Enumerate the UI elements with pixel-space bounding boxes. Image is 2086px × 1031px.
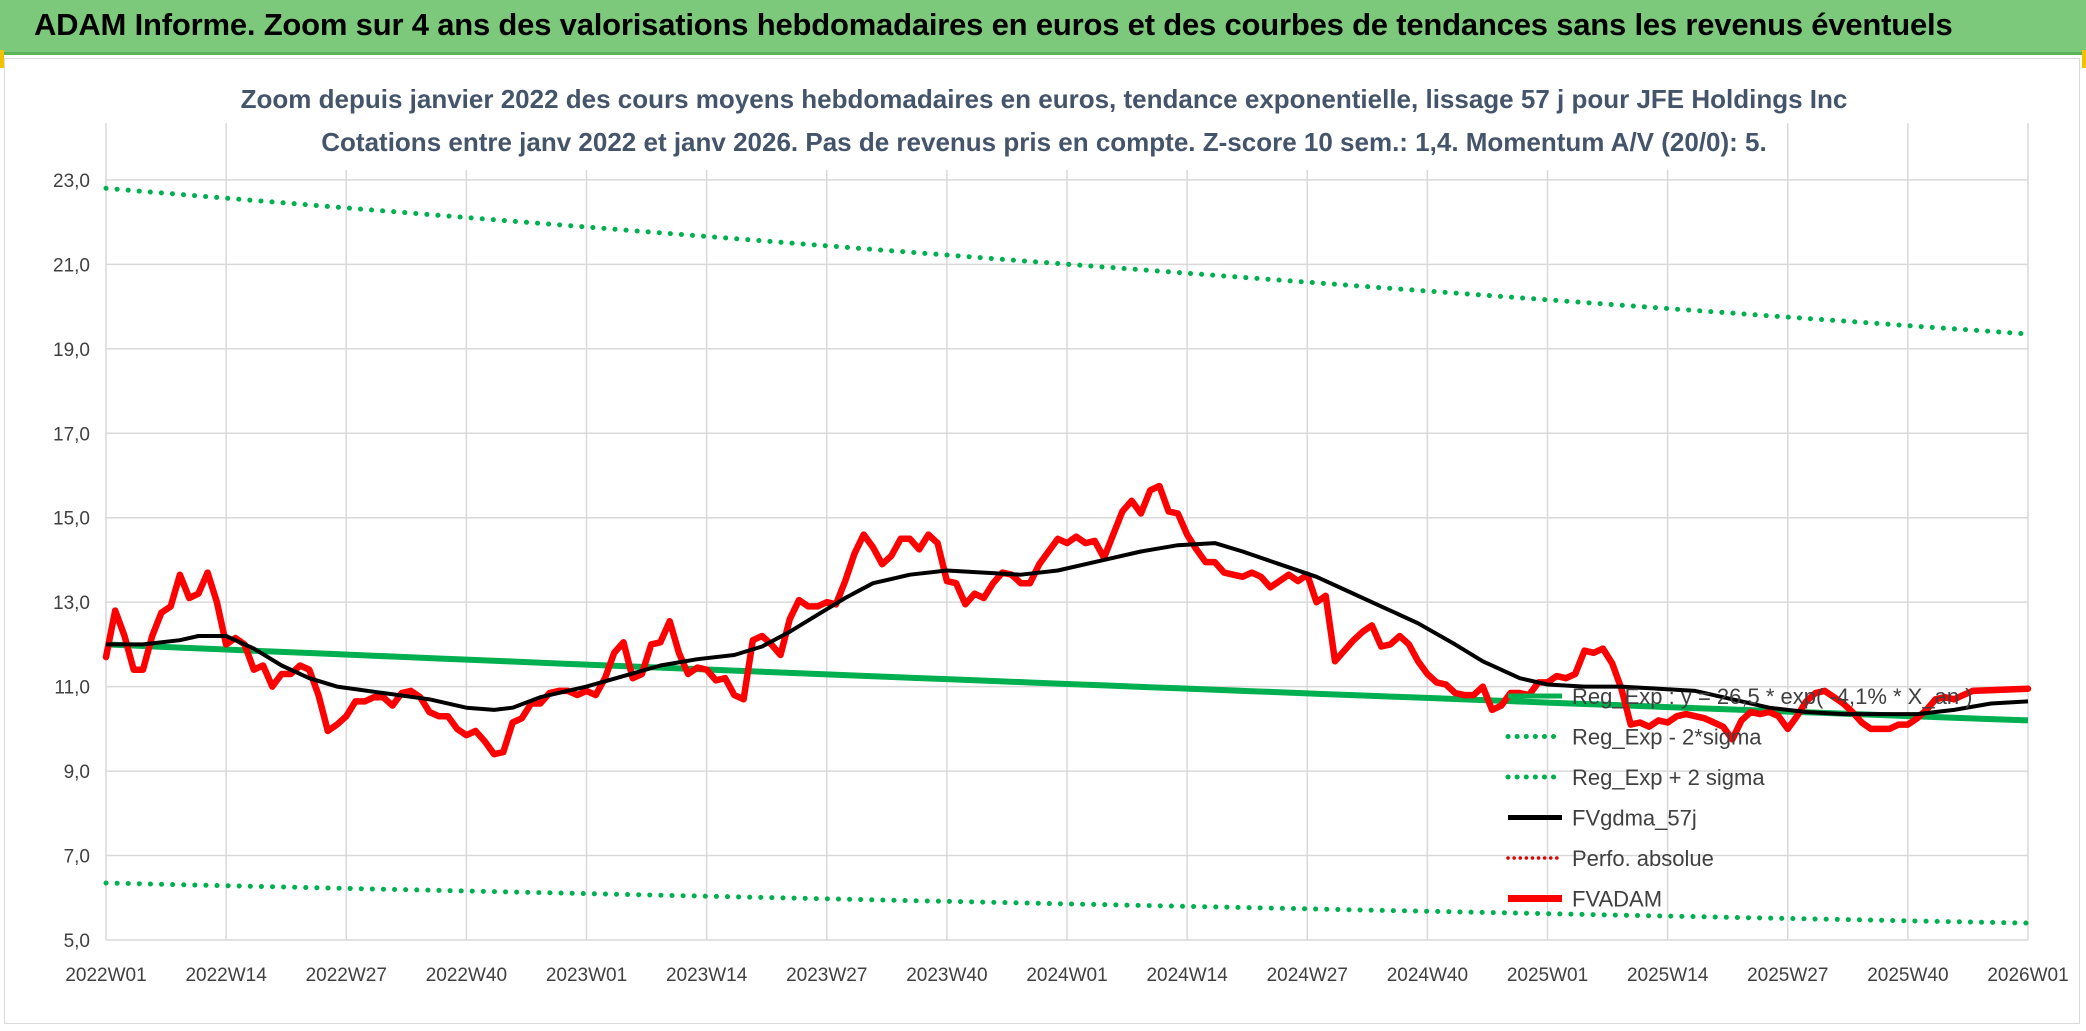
x-tick-label: 2023W40 [906,965,987,986]
x-tick-label: 2025W40 [1867,965,1948,986]
series-fvgdma-57j [106,541,2029,717]
y-tick-label: 7,0 [64,847,90,868]
y-tick-label: 21,0 [53,255,90,276]
x-axis-ticks: 2022W01 2022W14 2022W27 2022W40 2023W01 2023W… [65,965,2068,986]
chart-title-line-1: Zoom depuis janvier 2022 des cours moyen… [241,84,1848,114]
y-tick-label: 19,0 [53,340,90,361]
y-tick-label: 23,0 [53,171,90,192]
chart-legend: Reg_Exp : y = 26,5 * exp( -4,1% * X_an )… [1505,684,1973,912]
x-tick-label: 2023W27 [786,965,867,986]
report-banner: ADAM Informe. Zoom sur 4 ans des valoris… [0,0,2086,55]
x-tick-label: 2022W40 [426,965,507,986]
chart-series [102,185,2032,926]
legend-label: Perfo. absolue [1572,846,1714,871]
legend-label: Reg_Exp - 2*sigma [1572,725,1762,750]
gridlines [105,78,2029,941]
y-tick-label: 15,0 [53,509,90,530]
x-tick-label: 2023W01 [546,965,627,986]
banner-accent-right [2082,50,2086,68]
y-tick-label: 13,0 [53,593,90,614]
legend-label: Reg_Exp + 2 sigma [1572,765,1765,790]
x-tick-label: 2024W14 [1146,965,1228,986]
legend-label: Reg_Exp : y = 26,5 * exp( -4,1% * X_an ) [1572,684,1973,709]
chart-title-line-2: Cotations entre janv 2022 et janv 2026. … [321,127,1766,157]
y-tick-label: 5,0 [64,931,90,952]
banner-accent-left [0,50,4,68]
legend-label: FVADAM [1572,887,1662,912]
y-tick-label: 17,0 [53,424,90,445]
x-tick-label: 2022W01 [65,965,146,986]
x-tick-label: 2026W01 [1987,965,2068,986]
x-tick-label: 2024W27 [1267,965,1348,986]
banner-title: ADAM Informe. Zoom sur 4 ans des valoris… [34,7,1953,42]
x-tick-label: 2024W40 [1387,965,1468,986]
title-backing [300,78,1766,170]
y-axis-ticks: 5,0 7,0 9,0 11,0 13,0 15,0 17,0 19,0 21,0 23,0 [53,171,90,952]
x-tick-label: 2022W14 [185,965,267,986]
series-reg-exp [105,641,2029,724]
x-tick-label: 2025W14 [1627,965,1709,986]
legend-label: FVgdma_57j [1572,806,1697,831]
series-reg-exp-minus-2sigma [103,880,2031,926]
chart-frame [4,58,2080,1024]
series-reg-exp-plus-2sigma [103,185,2031,337]
y-tick-label: 9,0 [64,762,90,783]
y-tick-label: 11,0 [54,678,90,699]
x-tick-label: 2024W01 [1026,965,1107,986]
x-tick-label: 2023W14 [666,965,748,986]
x-tick-label: 2022W27 [306,965,387,986]
x-tick-label: 2025W27 [1747,965,1828,986]
x-tick-label: 2025W01 [1507,965,1588,986]
